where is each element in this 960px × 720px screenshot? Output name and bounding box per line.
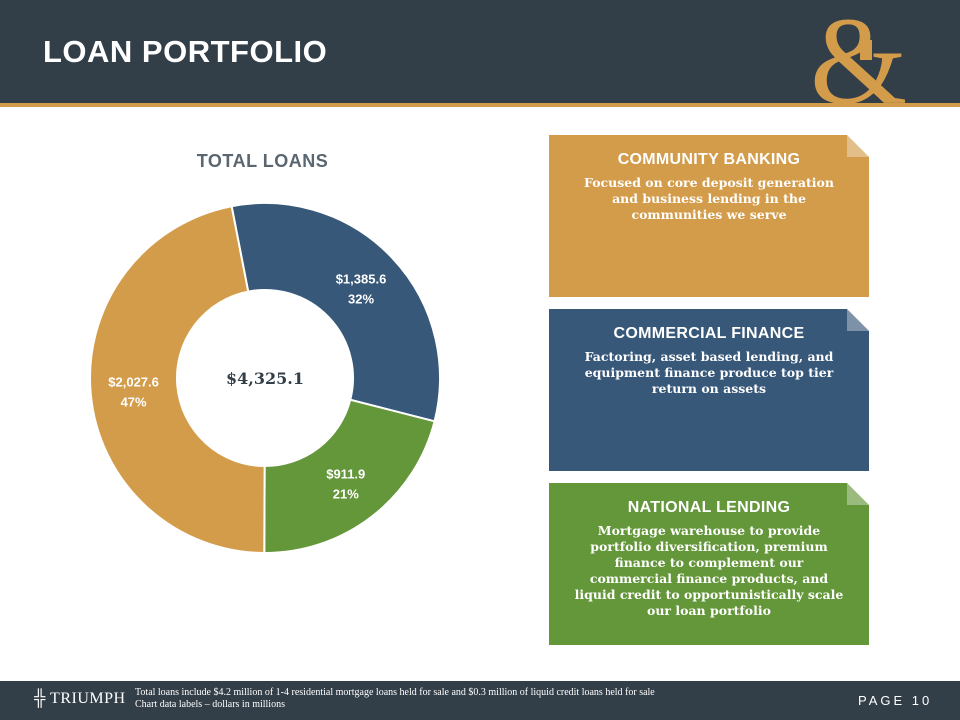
donut-slice (230, 202, 441, 423)
slice-label: $911.9 (326, 466, 365, 481)
footnote-line: Total loans include $4.2 million of 1-4 … (135, 687, 655, 698)
card-title: COMMUNITY BANKING (617, 151, 801, 168)
footnote: Total loans include $4.2 million of 1-4 … (135, 687, 655, 711)
center-total: $4,325.1 (226, 369, 304, 388)
slice-label: $1,385.6 (336, 271, 387, 286)
header-accent-line (0, 103, 960, 107)
card-text: Focused on core deposit generation and b… (584, 175, 834, 222)
triumph-logo: ╬ TRIUMPH (34, 690, 126, 707)
segment-card: COMMERCIAL FINANCE Factoring, asset based… (549, 309, 869, 471)
segment-card: NATIONAL LENDING Mortgage warehouse to pr… (549, 483, 869, 645)
card-corner (847, 135, 869, 157)
card-title: NATIONAL LENDING (627, 499, 791, 516)
segment-card: COMMUNITY BANKING Focused on core deposit… (549, 135, 869, 297)
donut-slice (88, 205, 266, 555)
card-fold (847, 483, 869, 505)
donut-slice (263, 398, 436, 554)
page-number: PAGE 10 (858, 693, 933, 708)
ampersand-plug-logo: & (810, 0, 907, 103)
slice-percent: 32% (348, 291, 374, 306)
slice-percent: 21% (333, 486, 359, 501)
svg-text:&: & (810, 0, 907, 103)
footer-bar: ╬ TRIUMPH Total loans include $4.2 milli… (0, 681, 960, 720)
card-text: Factoring, asset based lending, and equi… (584, 349, 834, 396)
header-bar (0, 0, 960, 103)
card-corner (847, 483, 869, 505)
donut-chart: $1,385.6 32% $911.9 21% $2,027.6 47% $4,325.1 (88, 202, 441, 555)
slice-percent: 47% (121, 394, 147, 409)
card-title: COMMERCIAL FINANCE (613, 325, 805, 342)
chart-title: TOTAL LOANS (196, 151, 329, 171)
card-fold (847, 135, 869, 157)
footnote-line: Chart data labels – dollars in millions (135, 699, 285, 710)
page-title: LOAN PORTFOLIO (43, 34, 328, 69)
card-fold (847, 309, 869, 331)
card-text: Mortgage warehouse to provide portfolio … (574, 523, 844, 618)
slice-label: $2,027.6 (108, 374, 159, 389)
card-corner (847, 309, 869, 331)
cross-icon: ╬ (34, 690, 51, 707)
